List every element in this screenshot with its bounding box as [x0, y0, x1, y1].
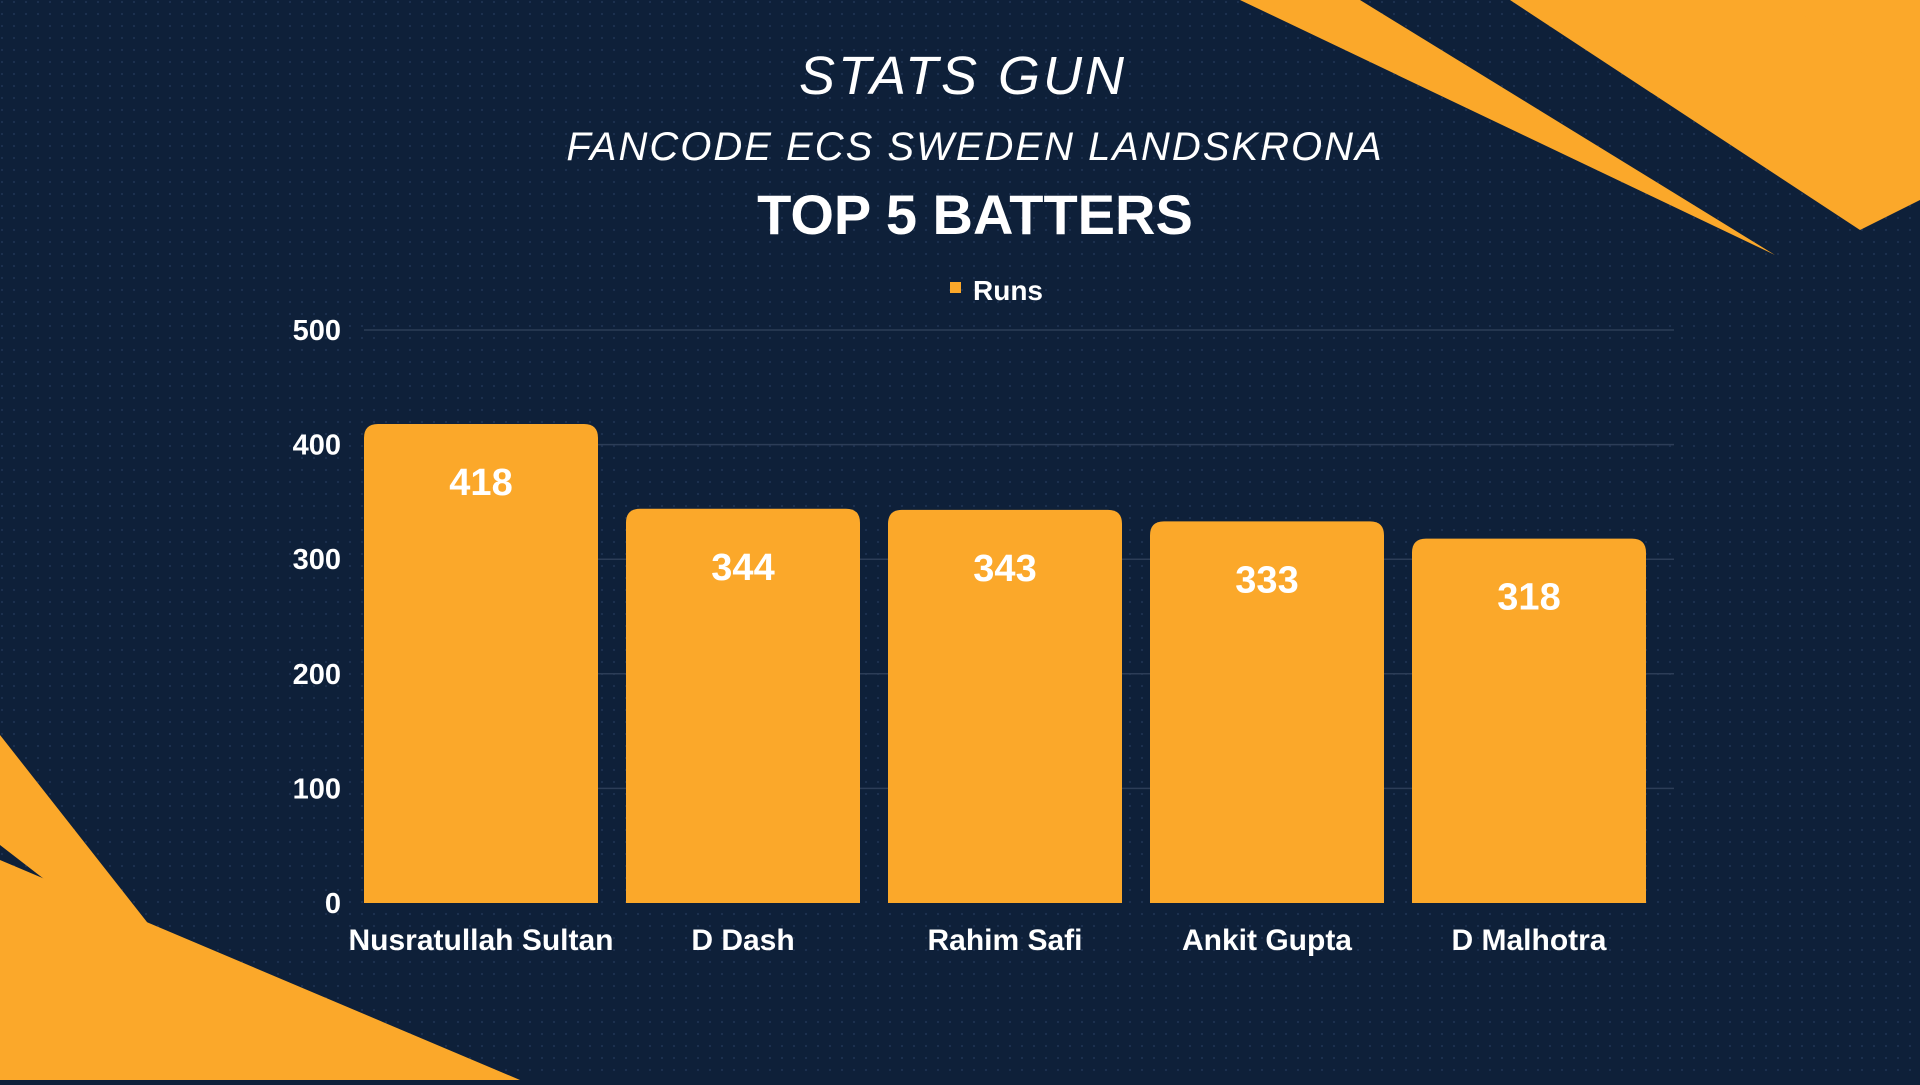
y-tick-label: 0 [325, 888, 341, 920]
data-label: 344 [711, 547, 774, 589]
x-tick-label: Ankit Gupta [1182, 924, 1352, 957]
bar [1150, 521, 1384, 903]
y-tick-label: 200 [293, 659, 341, 691]
x-tick-label: D Malhotra [1451, 924, 1606, 957]
event-title: FANCODE ECS SWEDEN LANDSKRONA [566, 125, 1383, 169]
bottom-left-streak-2 [0, 860, 520, 1080]
y-tick-label: 100 [293, 773, 341, 805]
x-tick-label: Nusratullah Sultan [348, 924, 613, 957]
data-label: 318 [1497, 577, 1560, 619]
data-label: 418 [449, 462, 512, 504]
top-right-streak-3 [1780, 0, 1920, 90]
y-tick-label: 300 [293, 544, 341, 576]
y-tick-label: 500 [293, 315, 341, 347]
legend-swatch [950, 282, 961, 293]
y-tick-label: 400 [293, 430, 341, 462]
data-labels: 418 344 343 333 318 [449, 462, 1560, 619]
y-axis-ticks: 0 100 200 300 400 500 [293, 315, 341, 920]
legend-label: Runs [973, 275, 1043, 306]
bars [364, 423, 1646, 903]
chart-title: TOP 5 BATTERS [757, 183, 1193, 246]
brand-title: STATS GUN [799, 46, 1127, 106]
data-label: 343 [973, 548, 1036, 590]
data-label: 333 [1235, 559, 1298, 601]
bar [888, 509, 1122, 903]
bar [364, 423, 598, 903]
bottom-left-streak-3 [230, 1040, 430, 1080]
x-axis-labels: Nusratullah Sultan D Dash Rahim Safi Ankit … [348, 924, 1606, 957]
top-right-streak-1 [1240, 0, 1775, 255]
bar [1412, 538, 1646, 903]
x-tick-label: Rahim Safi [927, 924, 1082, 957]
legend: Runs [950, 275, 1043, 306]
x-tick-label: D Dash [691, 924, 794, 957]
top-right-streak-2 [1510, 0, 1920, 230]
bar [626, 508, 860, 903]
